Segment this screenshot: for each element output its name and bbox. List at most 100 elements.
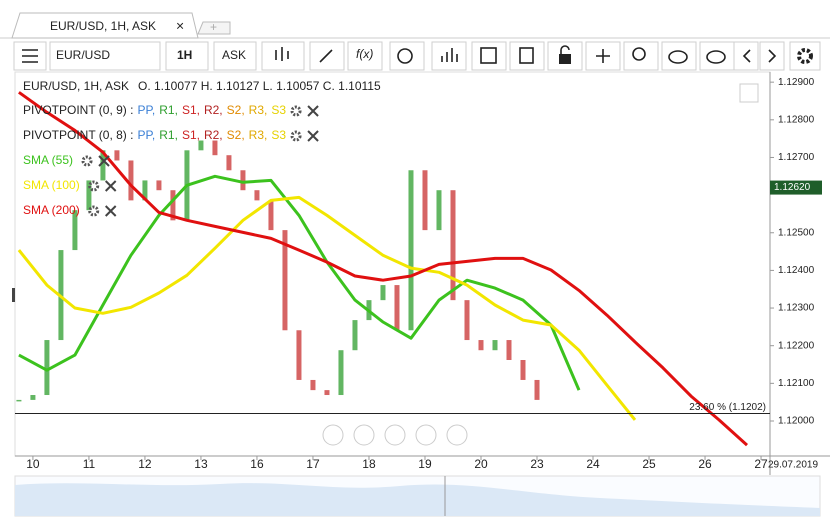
- calendar-icon: [480, 47, 497, 64]
- chart-type-button[interactable]: [261, 41, 305, 71]
- y-tick-label: 1.12400: [778, 265, 815, 276]
- tab-label: EUR/USD, 1H, ASK: [50, 19, 156, 33]
- candle: [44, 340, 50, 396]
- remove-icon[interactable]: [104, 205, 117, 217]
- remove-icon[interactable]: [307, 105, 319, 117]
- candle: [86, 180, 92, 211]
- pivot-item: R1,: [159, 128, 178, 142]
- settings-icon[interactable]: [290, 105, 302, 117]
- candle: [506, 340, 512, 360]
- y-tick-label: 1.12200: [778, 340, 815, 351]
- tab-close[interactable]: ×: [176, 18, 184, 34]
- pivot-item: R2,: [204, 128, 223, 142]
- info-icon: [397, 48, 413, 64]
- tab[interactable]: [11, 12, 199, 39]
- nav-right[interactable]: [446, 424, 468, 446]
- nav-zoom-in[interactable]: [415, 424, 437, 446]
- upload-button[interactable]: [661, 41, 697, 71]
- pivot-item: S3: [271, 103, 286, 117]
- navigator-area: [15, 483, 820, 516]
- upload-icon: [668, 50, 688, 64]
- y-tick-label: 1.12100: [778, 378, 815, 389]
- settings-icon: [797, 48, 813, 64]
- remove-icon[interactable]: [104, 180, 117, 192]
- candle: [142, 180, 148, 201]
- y-tick-label: 1.12500: [778, 227, 815, 238]
- y-tick-label: 1.12700: [778, 152, 815, 163]
- x-tick-label: 20: [474, 457, 488, 471]
- settings-button[interactable]: [789, 41, 821, 71]
- candle: [464, 300, 470, 341]
- y-tick-label: 1.12000: [778, 416, 815, 427]
- instrument-field[interactable]: [49, 41, 161, 71]
- download-button[interactable]: [699, 41, 735, 71]
- x-tick-label: 19: [418, 457, 432, 471]
- x-tick-label: 27: [754, 457, 768, 471]
- x-tick-label: 24: [586, 457, 600, 471]
- candle: [478, 340, 484, 351]
- crosshair-icon: [596, 49, 610, 63]
- forward-button[interactable]: [759, 41, 785, 71]
- side: ASK: [222, 48, 246, 62]
- info-button[interactable]: [389, 41, 425, 71]
- remove-icon[interactable]: [98, 155, 110, 167]
- x-tick-label: 12: [138, 457, 152, 471]
- candle: [170, 190, 176, 221]
- candle: [212, 140, 218, 156]
- candle: [128, 160, 134, 201]
- pivot-item: R3,: [249, 128, 268, 142]
- forward-icon: [768, 49, 777, 63]
- candle: [338, 350, 344, 396]
- remove-icon[interactable]: [307, 130, 319, 142]
- instrument: EUR/USD: [56, 48, 110, 62]
- candle: [408, 170, 414, 331]
- new-tab[interactable]: [197, 21, 231, 35]
- candle: [30, 395, 36, 400]
- indicators: f(x): [356, 47, 373, 61]
- pivot-label: PIVOTPOINT (0, 9) :: [23, 103, 133, 117]
- download-icon: [706, 50, 726, 64]
- x-tick-label: 13: [194, 457, 208, 471]
- nav-reset[interactable]: [384, 424, 406, 446]
- candle: [254, 190, 260, 201]
- x-tick-label: 18: [362, 457, 376, 471]
- indicators-button[interactable]: [347, 41, 383, 71]
- draw-icon: [319, 49, 333, 63]
- candle: [422, 170, 428, 231]
- candle: [240, 170, 246, 191]
- popout-button[interactable]: [739, 83, 759, 103]
- navigation: [322, 424, 468, 446]
- calendar-button[interactable]: [471, 41, 507, 71]
- candle: [324, 390, 330, 396]
- candle: [436, 190, 442, 231]
- zoom-button[interactable]: [623, 41, 659, 71]
- news-button[interactable]: [509, 41, 545, 71]
- sma-line: [17, 195, 637, 421]
- period: 1H: [177, 48, 192, 62]
- pivot-item: S2,: [227, 128, 245, 142]
- settings-icon[interactable]: [81, 155, 93, 167]
- settings-icon[interactable]: [88, 180, 100, 192]
- candle: [534, 379, 540, 400]
- side-button[interactable]: [213, 41, 257, 71]
- x-tick-label: 25: [642, 457, 656, 471]
- x-tick-label: 26: [698, 457, 712, 471]
- chart-type-icon: [275, 47, 289, 61]
- back-button[interactable]: [733, 41, 759, 71]
- nav-zoom-out[interactable]: [353, 424, 375, 446]
- x-tick-label: 10: [26, 457, 40, 471]
- settings-icon[interactable]: [290, 130, 302, 142]
- candle: [100, 150, 106, 181]
- toolbar: EUR/USD 1H ASK f(x): [13, 41, 821, 71]
- resize-handle[interactable]: [12, 288, 15, 302]
- period-button[interactable]: [165, 41, 209, 71]
- sma-line: [18, 91, 749, 447]
- pivot-item: S1,: [182, 128, 200, 142]
- menu-icon: [22, 49, 38, 63]
- nav-left[interactable]: [322, 424, 344, 446]
- settings-icon[interactable]: [88, 205, 100, 217]
- volume-button[interactable]: [431, 41, 467, 71]
- y-tick-label: 1.12300: [778, 303, 815, 314]
- axis-date: 29.07.2019: [768, 460, 818, 471]
